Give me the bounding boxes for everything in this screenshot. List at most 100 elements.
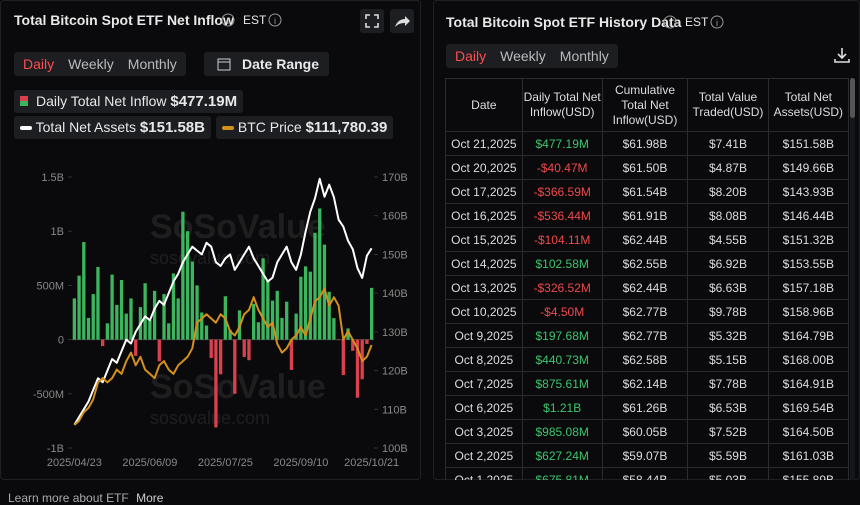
info-icon[interactable]: i [268, 13, 282, 27]
svg-text:i: i [716, 18, 718, 28]
y-tick-label: 0 [58, 335, 64, 347]
legend-item[interactable]: Daily Total Net Inflow $477.19M [14, 90, 244, 113]
legend-swatch [20, 126, 32, 131]
period-tabs: Daily Weekly Monthly [446, 44, 618, 68]
table-cell: $62.55B [601, 251, 689, 276]
timezone: EST [243, 13, 267, 27]
bar [303, 266, 308, 340]
table-cell: $164.79B [767, 323, 849, 348]
table-cell: -$326.52M [521, 275, 603, 300]
table-cell: $7.41B [687, 131, 769, 156]
table-cell: $62.44B [601, 275, 689, 300]
bar [332, 318, 336, 340]
table-cell: $5.32B [687, 323, 769, 348]
scrollbar-thumb[interactable] [850, 78, 855, 118]
table-cell: Oct 14,2025 [445, 251, 523, 276]
legend-label: Total Net Assets [35, 119, 137, 135]
date-range-button[interactable]: Date Range [204, 52, 329, 76]
legend-item[interactable]: Total Net Assets $151.58B [14, 116, 211, 139]
table-cell: $151.32B [767, 227, 849, 252]
header-cell: Cumulative Total Net Inflow(USD) [601, 78, 689, 132]
y2-tick-label: 130B [382, 327, 408, 339]
bar [86, 317, 91, 340]
table-cell: Oct 9,2025 [445, 323, 523, 348]
table-cell: $153.55B [767, 251, 849, 276]
table-cell: $61.26B [601, 395, 689, 420]
table-cell: Oct 7,2025 [445, 371, 523, 396]
table-cell: $155.89B [767, 467, 849, 480]
table-row: Oct 20,2025 -$40.47M $61.50B $4.87B $149.66B [445, 155, 849, 180]
table-cell: Oct 15,2025 [445, 227, 523, 252]
bar [313, 232, 317, 340]
table-cell: Oct 2,2025 [445, 443, 523, 468]
table-cell: $164.50B [767, 419, 849, 444]
bar [167, 323, 171, 340]
bar [275, 290, 279, 340]
table-cell: Oct 17,2025 [445, 179, 523, 204]
tab[interactable]: Weekly [68, 56, 114, 72]
tab[interactable]: Daily [23, 56, 55, 72]
bar [242, 339, 246, 357]
table-cell: $169.54B [767, 395, 849, 420]
table-cell: $4.87B [687, 155, 769, 180]
table-cell: $102.58M [521, 251, 603, 276]
tab[interactable]: Monthly [127, 56, 177, 72]
table-cell: $1.21B [521, 395, 603, 420]
expand-button[interactable] [360, 9, 384, 33]
y2-tick-label: 150B [382, 249, 408, 261]
panel-title: Total Bitcoin Spot ETF History Data [446, 14, 682, 30]
bar [355, 339, 360, 398]
legend-swatch [222, 126, 234, 131]
table-cell: Oct 3,2025 [445, 419, 523, 444]
period-tabs: Daily Weekly Monthly [14, 52, 186, 76]
table-cell: $59.07B [601, 443, 689, 468]
info-icon[interactable]: i [221, 13, 235, 27]
bar [176, 298, 180, 340]
x-tick-label: 2025/10/21 [344, 457, 399, 469]
table-row: Oct 1,2025 $675.81M $58.44B $5.03B $155.89B [445, 467, 849, 480]
bar [91, 294, 95, 340]
tab[interactable]: Weekly [500, 48, 546, 64]
tab[interactable]: Monthly [559, 48, 609, 64]
table-cell: $477.19M [521, 131, 603, 156]
footer-text: Learn more about ETF [8, 491, 129, 505]
table-row: Oct 7,2025 $875.61M $62.14B $7.78B $164.91B [445, 371, 849, 396]
table-wrap: Date Daily Total Net Inflow(USD) Cumulativ… [445, 78, 849, 480]
bar [289, 339, 294, 370]
legend-label: Daily Total Net Inflow [36, 93, 167, 109]
table-cell: $5.15B [687, 347, 769, 372]
bar [266, 279, 270, 340]
table-cell: Oct 1,2025 [445, 467, 523, 480]
bar [190, 261, 194, 340]
share-button[interactable] [390, 9, 414, 33]
scrollbar-track [850, 78, 855, 480]
info-icon[interactable]: i [663, 15, 677, 29]
table-row: Oct 14,2025 $102.58M $62.55B $6.92B $153.55B [445, 251, 849, 276]
table-cell: $6.53B [687, 395, 769, 420]
legend-item[interactable]: BTC Price $111,780.39 [216, 116, 394, 139]
table-cell: -$4.50M [521, 299, 603, 324]
watermark-url: sosovalue.com [150, 248, 270, 268]
bar [129, 298, 133, 340]
bar [285, 301, 289, 340]
legend-label: BTC Price [237, 119, 302, 135]
svg-text:i: i [669, 18, 671, 28]
footer-link[interactable]: More [136, 491, 164, 505]
table-row: Oct 9,2025 $197.68M $62.77B $5.32B $164.79B [445, 323, 849, 348]
table-cell: $146.44B [767, 203, 849, 228]
download-button[interactable] [833, 46, 851, 64]
x-tick-label: 2025/06/09 [122, 457, 177, 469]
table-row: Oct 15,2025 -$104.11M $62.44B $4.55B $151.32… [445, 227, 849, 252]
bar [105, 323, 110, 340]
bar [204, 325, 209, 340]
table-cell: Oct 10,2025 [445, 299, 523, 324]
history-table: Date Daily Total Net Inflow(USD) Cumulativ… [445, 78, 849, 480]
info-icon[interactable]: i [710, 15, 724, 29]
table-cell: Oct 8,2025 [445, 347, 523, 372]
table-cell: $440.73M [521, 347, 603, 372]
tab[interactable]: Daily [455, 48, 487, 64]
table-row: Oct 21,2025 $477.19M $61.98B $7.41B $151.58B [445, 131, 849, 156]
bar [96, 266, 100, 340]
table-cell: Oct 20,2025 [445, 155, 523, 180]
